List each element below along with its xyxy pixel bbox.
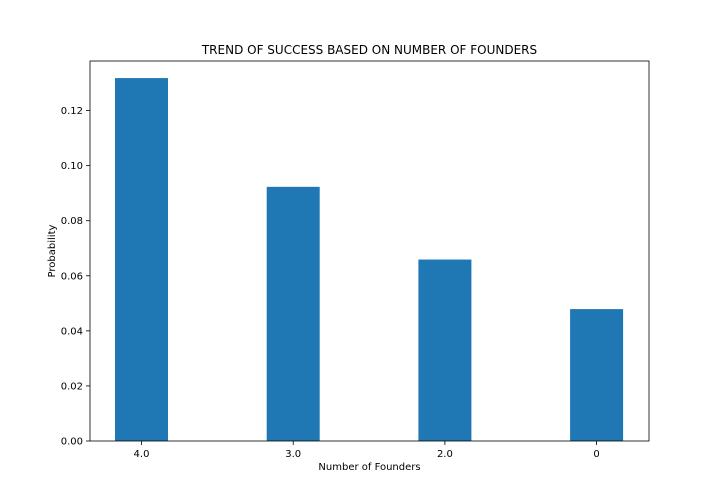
bar-1 xyxy=(266,186,320,441)
y-tick-label: 0.08 xyxy=(61,216,83,227)
bar-0 xyxy=(115,78,168,441)
x-axis-label: Number of Founders xyxy=(318,462,420,473)
bars-group xyxy=(115,78,624,441)
y-tick-label: 0.12 xyxy=(61,106,83,117)
x-tick-label: 4.0 xyxy=(134,449,150,460)
x-tick-label: 2.0 xyxy=(437,449,453,460)
x-tick-label: 0 xyxy=(593,449,599,460)
y-tick-label: 0.02 xyxy=(61,381,83,392)
bar-3 xyxy=(570,309,624,441)
plot-area: 0.00 0.02 0.04 0.06 0.08 0.10 0.12 4.0 3.0 2.0 0 xyxy=(61,60,650,460)
plot-frame xyxy=(89,60,650,442)
y-tick-label: 0.00 xyxy=(61,437,83,448)
x-tick-label: 3.0 xyxy=(285,449,301,460)
y-axis-ticks: 0.00 0.02 0.04 0.06 0.08 0.10 0.12 xyxy=(61,106,90,448)
x-axis-ticks: 4.0 3.0 2.0 0 xyxy=(134,441,600,460)
y-tick-label: 0.04 xyxy=(61,326,83,337)
chart-title: TREND OF SUCCESS BASED ON NUMBER OF FOUN… xyxy=(201,43,537,57)
y-tick-label: 0.06 xyxy=(61,271,83,282)
bar-2 xyxy=(418,259,472,441)
y-tick-label: 0.10 xyxy=(61,161,83,172)
plot-background xyxy=(90,61,649,441)
y-axis-label: Probability xyxy=(47,224,58,277)
